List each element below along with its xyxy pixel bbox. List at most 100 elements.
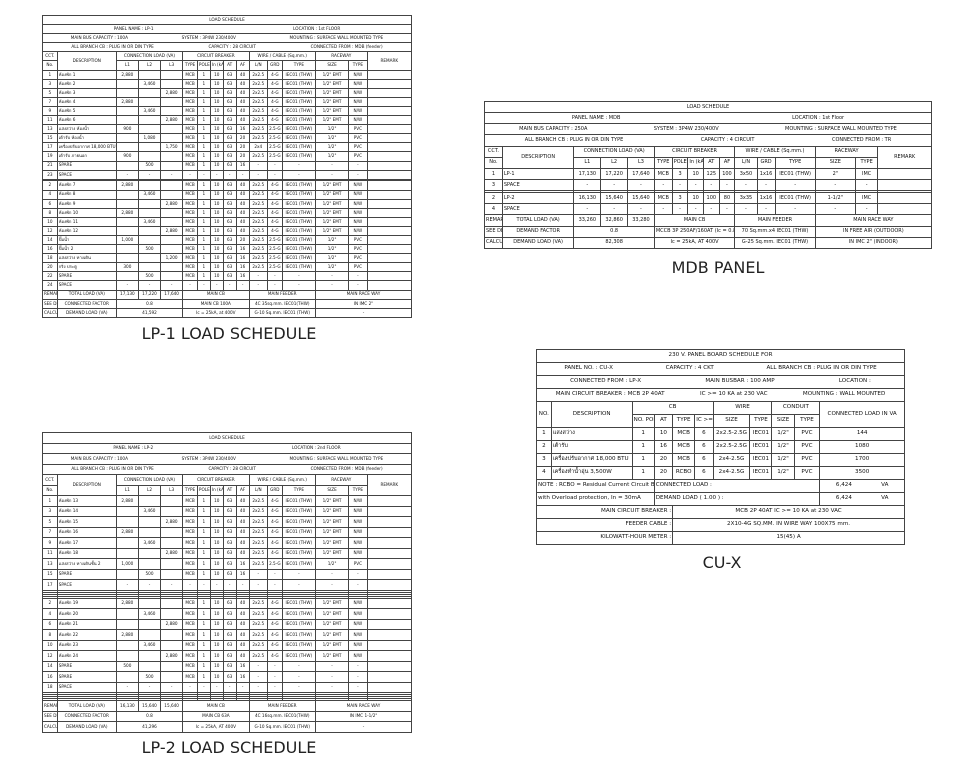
cell: 1/2" <box>314 124 350 135</box>
cell: 4-G <box>266 96 283 107</box>
cell: 4-G <box>266 189 283 200</box>
data-row: 14 SPARE 500 MCB 1 10 63 16- - - - - <box>42 660 413 673</box>
cell: 2x2.5 <box>248 639 268 652</box>
cell: 8 <box>42 629 58 641</box>
cell: 4-G <box>266 87 283 98</box>
empty-cell <box>160 660 184 673</box>
empty-cell <box>366 579 413 591</box>
cell: 4-G <box>266 526 283 538</box>
cell: 63 <box>222 207 237 218</box>
cell: MCB <box>182 253 198 264</box>
cell: 2x2.5 <box>248 244 268 255</box>
cell: 10 <box>209 96 224 107</box>
cell: SPACE <box>501 203 575 216</box>
empty-cell <box>348 698 368 702</box>
cell: 2,880 <box>115 207 139 218</box>
cell: N/W <box>348 516 368 528</box>
cell: - <box>209 169 224 180</box>
cell: 1-1/2" <box>814 192 856 205</box>
cell: 2.5-G <box>266 151 283 162</box>
cell: 10 <box>209 671 224 683</box>
data-row: 10 ห้องพัก 23 3,460 MCB 1 10 63 40 2x2.5 4-G IEC01… <box>42 639 413 652</box>
cell: - <box>671 179 689 192</box>
cell: N/W <box>348 180 368 191</box>
cell: 10 <box>209 207 224 218</box>
empty-cell <box>137 207 162 218</box>
cell: IEC01 (THW) <box>281 133 316 144</box>
empty-cell <box>160 133 184 144</box>
cell: 10 <box>209 547 224 559</box>
cell: 3,460 <box>137 216 162 227</box>
cell: - <box>814 179 856 192</box>
cell: ห้องพัก 17 <box>56 537 117 549</box>
cell: AT <box>222 60 237 71</box>
cell: CCT. <box>42 474 58 486</box>
cell: 10 <box>209 160 224 171</box>
cell: 8 <box>42 207 58 218</box>
empty-cell <box>160 244 184 255</box>
cell: 1 <box>196 160 211 171</box>
cell: RACEWAY <box>814 145 879 158</box>
cell: 63 <box>222 198 237 209</box>
cell: 1/2" EMT <box>314 597 350 610</box>
cell: SPARE <box>56 568 117 580</box>
empty-cell <box>248 698 268 702</box>
cell: 40 <box>235 225 250 236</box>
cell: - <box>348 660 368 673</box>
cell: 1 <box>196 207 211 218</box>
cell: 2x2.5 <box>248 87 268 98</box>
cell: 4-G <box>266 547 283 559</box>
data-row: 1 แสงสว่าง 1 10 MCB 6 2x2.5-2.5G IEC01 1/2" PVC 14… <box>536 427 905 441</box>
empty-cell <box>137 225 162 236</box>
cell: - <box>209 280 224 291</box>
cell: N/W <box>348 69 368 80</box>
cell: 2,880 <box>115 96 139 107</box>
cell: - <box>718 203 736 216</box>
cell: 2.5-G <box>266 124 283 135</box>
data-row: 5 ห้องพัก 3 2,880 MCB 1 10 63 40 2x2.5 4-G IEC01 (… <box>42 87 413 98</box>
cell: 2" <box>814 167 856 181</box>
cell: - <box>703 179 720 192</box>
cell: 230 V. PANEL BOARD SCHEDULE FOR <box>536 349 905 363</box>
cell: 16 <box>235 262 250 273</box>
cell: - <box>266 579 283 591</box>
info-text: MAIN BUS CAPACITY : 250A <box>519 125 588 132</box>
cell: 3 <box>536 453 552 467</box>
cell: - <box>281 681 316 694</box>
data-row: 8 ห้องพัก 22 2,880 MCB 1 10 63 40 2x2.5 4-G IEC01 … <box>42 629 413 641</box>
cell: Ic = 25kA, AT 400V <box>182 721 250 733</box>
cell: - <box>248 579 268 591</box>
cell: TYPE <box>182 484 198 496</box>
cell: In (kA) <box>209 484 224 496</box>
cell: 1,000 <box>115 234 139 246</box>
cell: 63 <box>222 142 237 153</box>
cell: ห้องพัก 10 <box>56 207 117 218</box>
info-cell: MAIN BUS CAPACITY : 250A SYSTEM : 3P4W 23… <box>484 123 932 136</box>
cell: - <box>266 271 283 282</box>
cell: 14 <box>42 660 58 673</box>
cell: 10 <box>209 505 224 517</box>
cell: - <box>627 203 655 216</box>
data-row: 4 เครื่องทำน้ำอุ่น 3,500W 1 20 RCBO 6 2x4-2.5G… <box>536 466 905 480</box>
empty-cell <box>160 96 184 107</box>
cell: 0.8 <box>115 710 184 723</box>
empty-cell <box>366 547 413 559</box>
info-text: CAPACITY : 4 CKT <box>665 365 714 372</box>
cell: - <box>248 660 268 673</box>
cell: 1 <box>196 505 211 517</box>
data-row: 18 SPACE - - - - - - - - - - - - - <box>42 681 413 694</box>
cell: LOAD SCHEDULE <box>42 14 412 26</box>
empty-cell <box>115 244 139 255</box>
empty-cell <box>115 133 139 144</box>
cell: DEMAND LOAD (VA) <box>56 721 117 733</box>
cell: - <box>281 280 316 291</box>
cell: 1/2" EMT <box>314 225 350 236</box>
empty-cell <box>115 115 139 126</box>
empty-cell <box>115 271 139 282</box>
info-line: PANEL NAME : LP-1 LOCATION : 1st FLOOR <box>44 26 410 31</box>
info-text: ALL BRANCH CB : PLUG IN OR DIN TYPE <box>524 137 624 144</box>
empty-cell <box>115 225 139 236</box>
cell: IEC01 (THW) <box>281 495 316 507</box>
empty-cell <box>160 505 184 517</box>
